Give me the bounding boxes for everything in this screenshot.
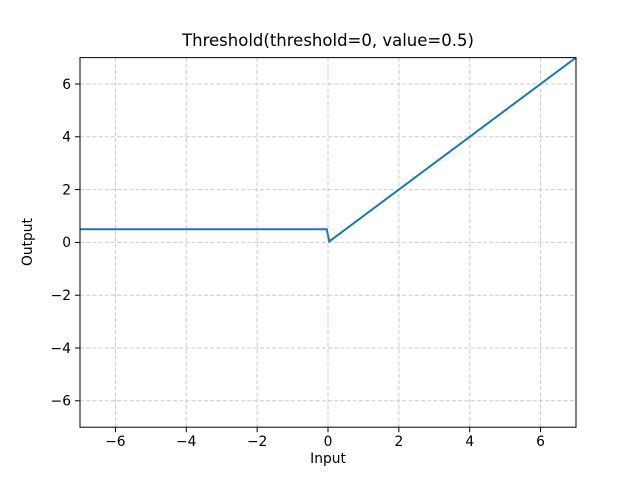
- x-tick-label: 0: [324, 434, 333, 450]
- x-tick-label: −4: [176, 434, 196, 450]
- y-tick-label: 0: [62, 235, 71, 251]
- y-tick-label: 2: [62, 182, 71, 198]
- y-axis-label: Output: [20, 218, 36, 266]
- y-tick-label: −4: [51, 341, 71, 357]
- x-tick-label: −2: [247, 434, 267, 450]
- y-tick-label: −6: [51, 394, 71, 410]
- y-tick-label: −2: [51, 288, 71, 304]
- chart-title: Threshold(threshold=0, value=0.5): [182, 31, 474, 50]
- x-tick-label: 2: [394, 434, 403, 450]
- series-line: [80, 56, 577, 244]
- x-axis-label: Input: [310, 451, 346, 467]
- x-tick-label: 4: [465, 434, 474, 450]
- x-tick-label: 6: [536, 434, 545, 450]
- y-tick-label: 6: [62, 77, 71, 93]
- y-tick-label: 4: [62, 130, 71, 146]
- x-tick-label: −6: [105, 434, 125, 450]
